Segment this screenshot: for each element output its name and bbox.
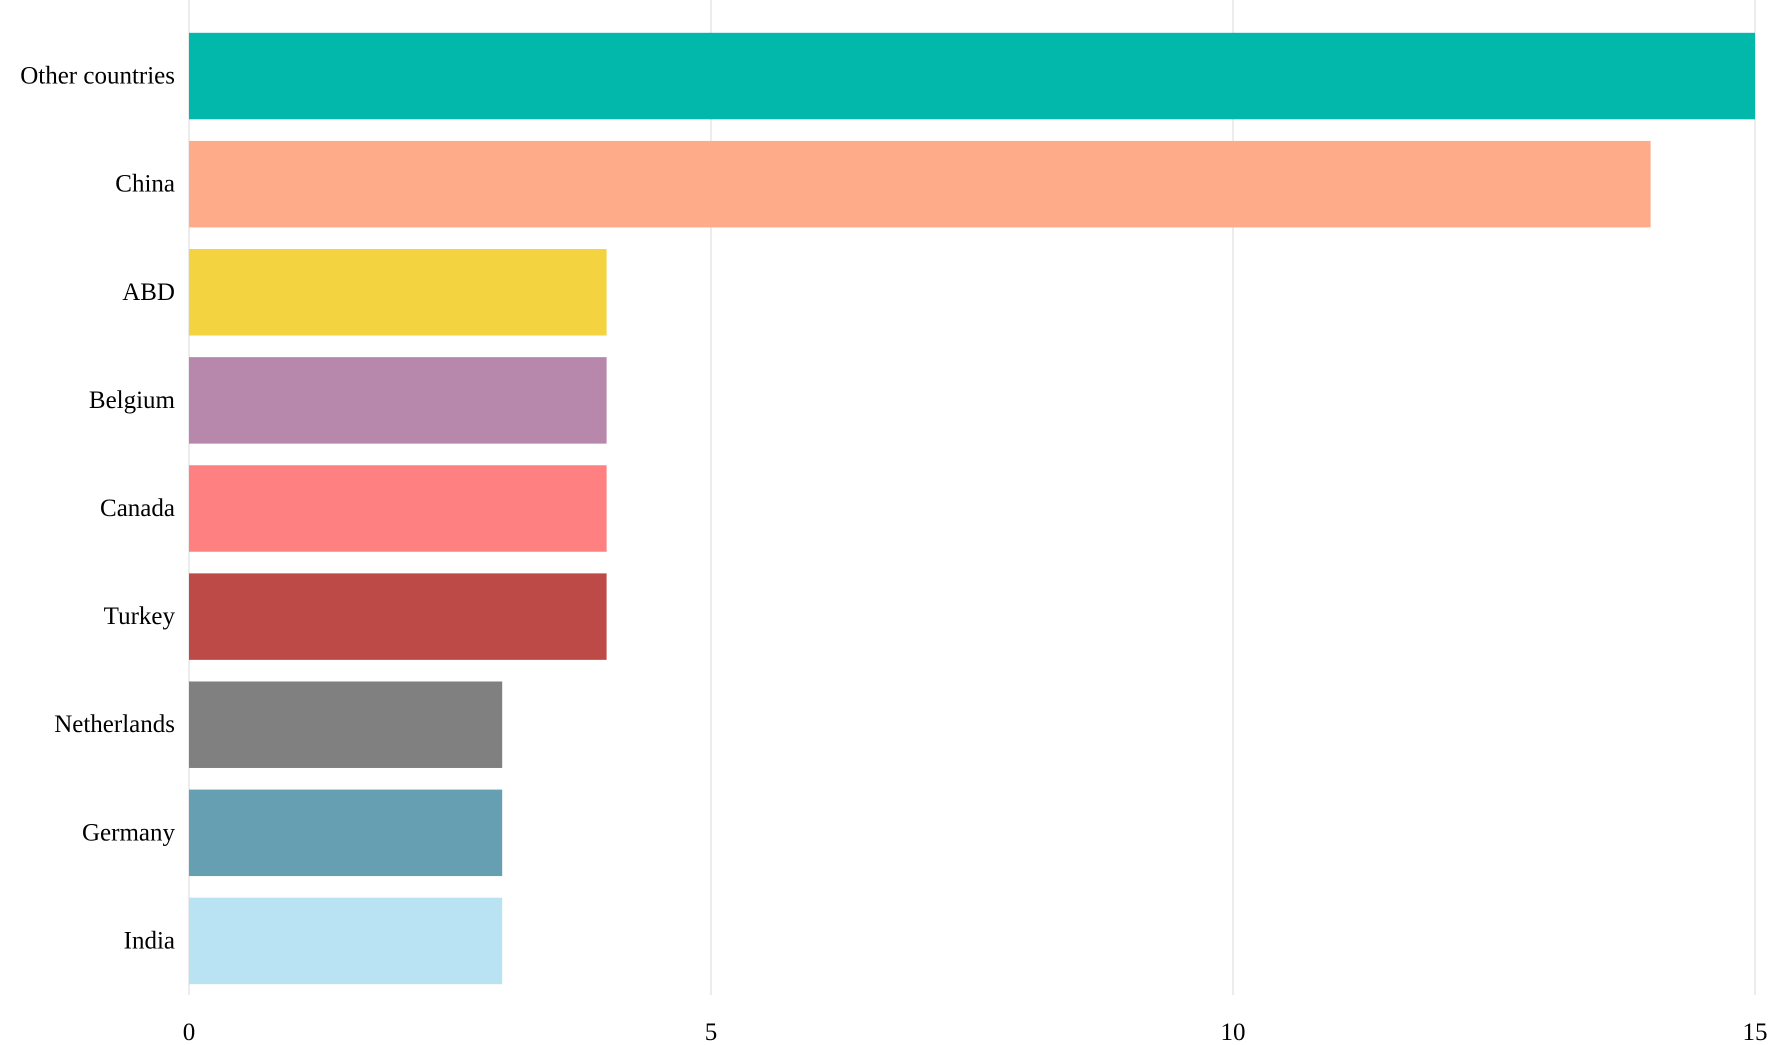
category-label-turkey: Turkey (104, 603, 176, 630)
category-label-china: China (115, 171, 175, 198)
category-label-canada: Canada (100, 495, 175, 522)
category-label-india: India (124, 927, 175, 954)
x-axis-tick-labels: 0 5 10 15 (183, 1019, 1768, 1045)
bar-other-countries (189, 32, 1755, 120)
category-label-abd: ABD (122, 279, 175, 306)
x-tick-label-10: 10 (1221, 1019, 1246, 1045)
category-label-netherlands: Netherlands (54, 711, 175, 738)
category-label-other-countries: Other countries (20, 63, 175, 90)
bar-turkey (189, 573, 607, 660)
bar-abd (189, 249, 607, 336)
bar-canada (189, 465, 607, 552)
category-label-germany: Germany (82, 819, 176, 846)
bar-india (189, 897, 503, 985)
bar-china (189, 140, 1651, 228)
x-tick-label-5: 5 (705, 1019, 718, 1045)
x-tick-label-15: 15 (1743, 1019, 1768, 1045)
bar-belgium (189, 357, 607, 444)
category-labels: Other countries China ABD Belgium Canada Turk… (20, 63, 175, 955)
category-label-belgium: Belgium (89, 387, 176, 414)
bars (189, 32, 1755, 985)
x-tick-label-0: 0 (183, 1019, 196, 1045)
bar-netherlands (189, 681, 503, 768)
bar-germany (189, 789, 503, 877)
